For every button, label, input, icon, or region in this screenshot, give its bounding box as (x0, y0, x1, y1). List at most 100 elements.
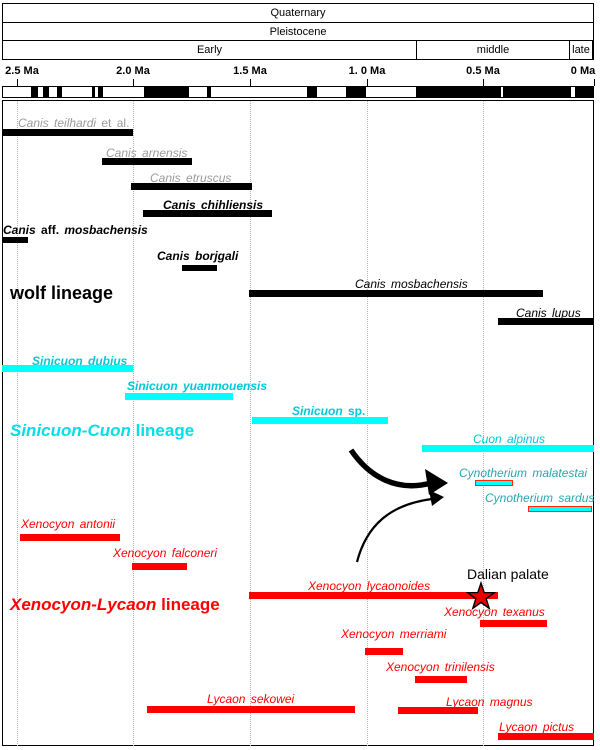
species-label-sinicuon-yuanmouensis: Sinicuon yuanmouensis (127, 380, 267, 392)
species-range-bar-canis-teilhardi (2, 129, 133, 136)
species-label-lycaon-pictus: Lycaon pictus (499, 721, 574, 733)
label-text: Sinicuon yuanmouensis (127, 379, 268, 393)
label-text: aff. (35, 223, 65, 237)
gridline (250, 101, 251, 746)
polarity-bar (2, 86, 594, 98)
species-range-bar-cuon-alpinus (422, 445, 594, 452)
chart-area (2, 100, 594, 746)
species-range-bar-xenocyon-falconeri (132, 563, 187, 570)
species-label-xenocyon-antonii: Xenocyon antonii (21, 518, 115, 530)
polarity-normal-segment (57, 87, 62, 97)
label-text: Sinicuon dubius (32, 354, 128, 368)
label-text: Canis borjgali (157, 249, 239, 263)
label-text: Xenocyon lycaonoides (308, 579, 431, 593)
tick-mark (250, 79, 251, 86)
tick-label: 1.5 Ma (233, 65, 267, 77)
lineage-title-sinicuon-cuon: Sinicuon-Cuon lineage (10, 422, 194, 439)
polarity-normal-segment (346, 87, 366, 97)
polarity-normal-segment (416, 87, 501, 97)
species-label-canis-borjgali: Canis borjgali (157, 250, 238, 262)
species-range-bar-canis-lupus (498, 318, 594, 325)
species-label-lycaon-magnus: Lycaon magnus (446, 696, 533, 708)
label-text: Xenocyon falconeri (113, 546, 218, 560)
species-label-cynotherium-sardus: Cynotherium sardus (485, 492, 594, 504)
species-label-cuon-alpinus: Cuon alpinus (473, 433, 545, 445)
label-text: Canis etruscus (150, 171, 232, 185)
tick-mark (367, 79, 368, 86)
species-label-canis-aff-mosbachensis: Canis aff. mosbachensis (3, 224, 148, 236)
label-text: Canis (3, 223, 36, 237)
species-range-bar-canis-chihliensis (143, 210, 272, 217)
species-label-canis-arnensis: Canis arnensis (106, 147, 187, 159)
species-label-canis-teilhardi: Canis teilhardi et al. (18, 117, 129, 129)
species-label-cynotherium-malatestai: Cynotherium malatestai (459, 467, 587, 479)
label-text: et al. (96, 116, 130, 130)
species-range-bar-xenocyon-antonii (20, 534, 120, 541)
tick-label: 2.0 Ma (116, 65, 150, 77)
label-text: Xenocyon-Lycaon (10, 595, 157, 614)
label-text: Lycaon magnus (446, 695, 533, 709)
stage-cell-holocene-sliver (592, 41, 595, 59)
tick-label: 0.5 Ma (466, 65, 500, 77)
label-text: wolf lineage (10, 283, 114, 303)
stage-cell-Early: Early (3, 41, 416, 59)
stage-row: Early middle late (2, 40, 594, 60)
polarity-normal-segment (144, 87, 189, 97)
label-text: Xenocyon antonii (21, 517, 116, 531)
species-range-bar-canis-aff-mosbachensis (2, 237, 28, 243)
period-row: Quaternary (2, 3, 594, 23)
label-text: Sinicuon (292, 404, 343, 418)
species-label-xenocyon-merriami: Xenocyon merriami (341, 628, 446, 640)
label-text: Xenocyon merriami (341, 627, 447, 641)
species-range-bar-xenocyon-merriami (365, 648, 403, 655)
label-text: Cynotherium sardus (485, 491, 595, 505)
species-label-xenocyon-trinilensis: Xenocyon trinilensis (386, 661, 495, 673)
label-text: Canis chihliensis (163, 198, 264, 212)
tick-label: 1. 0 Ma (348, 65, 386, 77)
label-text: Canis lupus (516, 306, 581, 320)
lineage-title-xenocyon-lycaon: Xenocyon-Lycaon lineage (10, 596, 220, 613)
species-range-bar-sinicuon-yuanmouensis (125, 393, 233, 400)
polarity-normal-segment (503, 87, 571, 97)
tick-mark (133, 79, 134, 86)
species-label-sinicuon-sp: Sinicuon sp. (292, 405, 365, 417)
period-label: Quaternary (270, 7, 326, 19)
species-range-bar-xenocyon-trinilensis (415, 676, 467, 683)
species-label-canis-chihliensis: Canis chihliensis (163, 199, 263, 211)
label-text: Sinicuon-Cuon (10, 421, 131, 440)
stage-cell-late: late (569, 41, 592, 59)
polarity-normal-segment (43, 87, 49, 97)
lineage-title-wolf: wolf lineage (10, 284, 113, 302)
species-range-bar-sinicuon-sp (252, 417, 388, 424)
label-text: Lycaon pictus (499, 720, 575, 734)
stage-label: late (572, 44, 590, 56)
gridline (133, 101, 134, 746)
species-range-bar-cynotherium-malatestai (475, 480, 513, 486)
species-range-bar-lycaon-sekowei (147, 706, 355, 713)
label-text: Canis arnensis (106, 146, 188, 160)
stage-cell-middle: middle (416, 41, 569, 59)
label-text: Xenocyon trinilensis (386, 660, 495, 674)
polarity-normal-segment (575, 87, 594, 97)
species-label-xenocyon-falconeri: Xenocyon falconeri (113, 547, 217, 559)
polarity-normal-segment (31, 87, 38, 97)
label-text: lineage (130, 421, 195, 440)
species-label-xenocyon-texanus: Xenocyon texanus (444, 606, 545, 618)
species-range-bar-xenocyon-lycaonoides (249, 592, 498, 599)
label-text: lineage (156, 595, 220, 614)
species-label-lycaon-sekowei: Lycaon sekowei (207, 693, 294, 705)
polarity-normal-segment (207, 87, 211, 97)
dalian-palate-label: Dalian palate (467, 566, 549, 582)
gridline (483, 101, 484, 746)
species-range-bar-xenocyon-texanus (480, 620, 547, 627)
tick-mark (17, 79, 18, 86)
stage-label: Early (196, 44, 223, 56)
polarity-normal-segment (307, 87, 317, 97)
label-text: mosbachensis (64, 223, 148, 237)
species-label-xenocyon-lycaonoides: Xenocyon lycaonoides (308, 580, 430, 592)
species-range-bar-cynotherium-sardus (528, 506, 592, 512)
species-label-sinicuon-dubius: Sinicuon dubius (32, 355, 127, 367)
label-text: Xenocyon texanus (444, 605, 545, 619)
label-text: Cynotherium malatestai (459, 466, 588, 480)
